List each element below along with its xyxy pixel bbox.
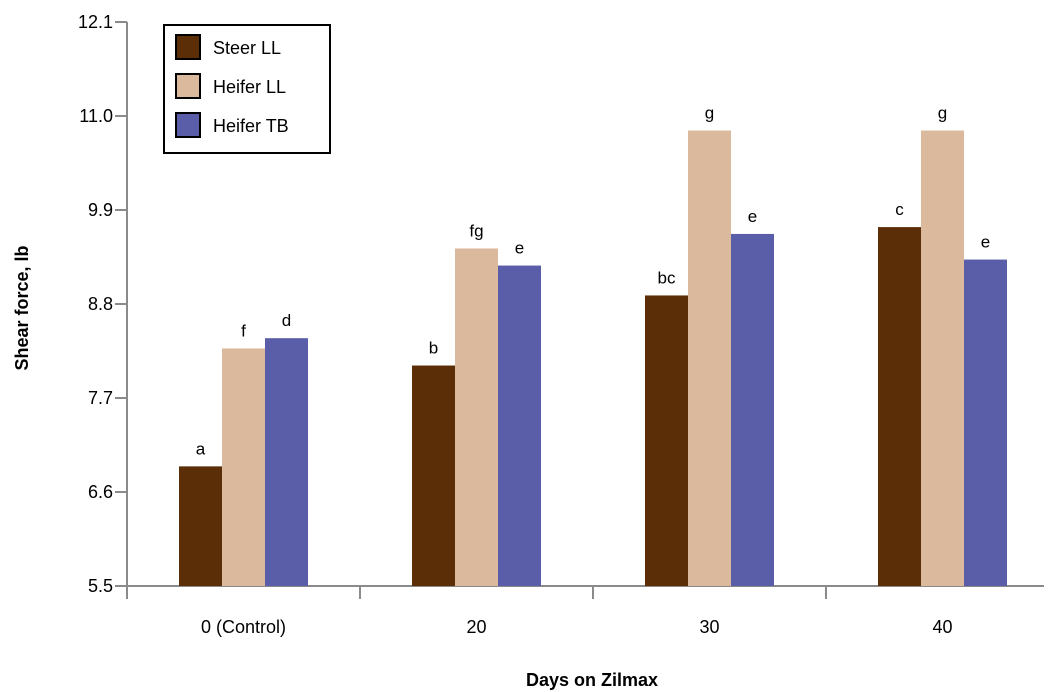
bar: [179, 466, 222, 586]
bar-data-label: b: [429, 339, 438, 358]
bar: [265, 338, 308, 586]
legend-swatch: [175, 73, 201, 99]
x-tick-label: 20: [466, 617, 486, 637]
y-tick-label: 11.0: [79, 106, 113, 126]
legend-swatch: [175, 112, 201, 138]
bar-data-label: e: [981, 233, 990, 252]
data-labels: a f d b fg e bc g e c g e: [196, 104, 990, 459]
bar-data-label: g: [705, 104, 714, 123]
legend-label: Heifer LL: [213, 77, 286, 97]
y-tick-label: 9.9: [88, 200, 113, 220]
x-tick-label: 30: [699, 617, 719, 637]
y-tick-label: 5.5: [88, 576, 113, 596]
bars: [179, 130, 1007, 587]
y-tick-label: 7.7: [88, 388, 113, 408]
bar-data-label: e: [515, 239, 524, 258]
bar-data-label: bc: [658, 268, 676, 287]
bar-data-label: fg: [469, 221, 483, 240]
bar: [222, 348, 265, 586]
bar: [412, 365, 455, 586]
y-tick-label: 8.8: [88, 294, 113, 314]
bar: [645, 295, 688, 586]
legend: Steer LL Heifer LL Heifer TB: [163, 24, 331, 154]
y-tick-label: 6.6: [88, 482, 113, 502]
bar-data-label: e: [748, 207, 757, 226]
legend-label: Heifer TB: [213, 116, 289, 136]
bar: [921, 130, 964, 586]
legend-swatch: [175, 34, 201, 60]
x-tick-label: 40: [932, 617, 952, 637]
bar: [878, 227, 921, 586]
bar: [964, 259, 1007, 586]
bar: [731, 233, 774, 586]
legend-label: Steer LL: [213, 38, 281, 58]
bar-data-label: d: [282, 311, 291, 330]
x-tick-label: 0 (Control): [201, 617, 286, 637]
bar-data-label: c: [895, 200, 904, 219]
y-axis-title: Shear force, lb: [12, 245, 32, 370]
bar: [455, 248, 498, 587]
bar-data-label: f: [241, 321, 246, 340]
bar: [688, 130, 731, 586]
x-axis-title: Days on Zilmax: [526, 670, 658, 690]
y-tick-label: 12.1: [78, 12, 113, 32]
bar: [498, 265, 541, 586]
bar-data-label: a: [196, 439, 206, 458]
bar-data-label: g: [938, 104, 947, 123]
